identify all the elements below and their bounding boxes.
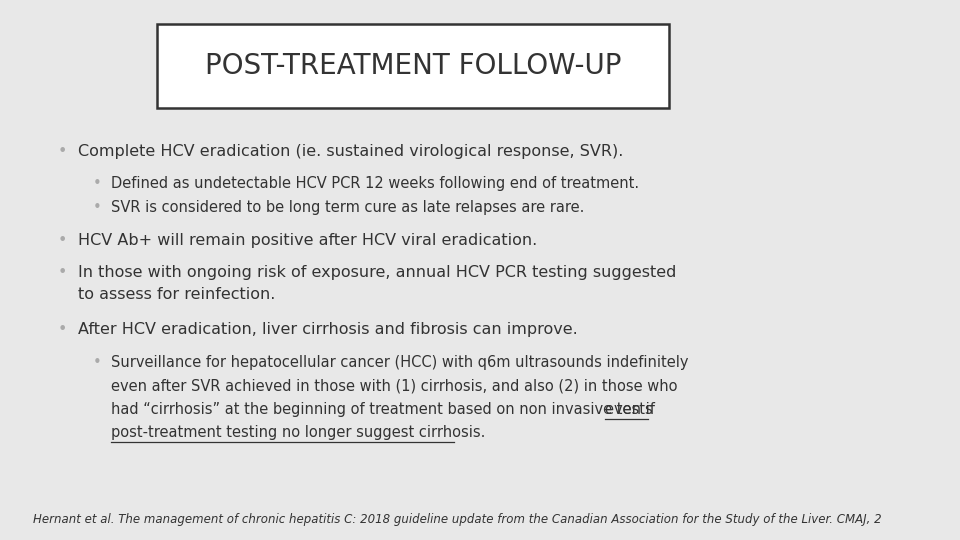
Text: Hernant et al. The management of chronic hepatitis C: 2018 guideline update from: Hernant et al. The management of chronic…: [33, 513, 881, 526]
Text: Complete HCV eradication (ie. sustained virological response, SVR).: Complete HCV eradication (ie. sustained …: [79, 144, 624, 159]
Text: post-treatment testing no longer suggest cirrhosis.: post-treatment testing no longer suggest…: [111, 425, 486, 440]
Text: •: •: [58, 233, 66, 248]
Text: •: •: [93, 200, 102, 215]
FancyBboxPatch shape: [156, 24, 669, 108]
Text: HCV Ab+ will remain positive after HCV viral eradication.: HCV Ab+ will remain positive after HCV v…: [79, 233, 538, 248]
Text: In those with ongoing risk of exposure, annual HCV PCR testing suggested: In those with ongoing risk of exposure, …: [79, 265, 677, 280]
Text: had “cirrhosis” at the beginning of treatment based on non invasive tests: had “cirrhosis” at the beginning of trea…: [111, 402, 658, 417]
Text: SVR is considered to be long term cure as late relapses are rare.: SVR is considered to be long term cure a…: [111, 200, 585, 215]
Text: Surveillance for hepatocellular cancer (HCC) with q6m ultrasounds indefinitely: Surveillance for hepatocellular cancer (…: [111, 355, 689, 370]
Text: even after SVR achieved in those with (1) cirrhosis, and also (2) in those who: even after SVR achieved in those with (1…: [111, 379, 678, 394]
Text: •: •: [93, 176, 102, 191]
Text: POST-TREATMENT FOLLOW-UP: POST-TREATMENT FOLLOW-UP: [204, 52, 621, 80]
Text: Defined as undetectable HCV PCR 12 weeks following end of treatment.: Defined as undetectable HCV PCR 12 weeks…: [111, 176, 639, 191]
Text: •: •: [93, 355, 102, 370]
Text: After HCV eradication, liver cirrhosis and fibrosis can improve.: After HCV eradication, liver cirrhosis a…: [79, 322, 578, 337]
Text: •: •: [58, 265, 66, 280]
Text: •: •: [58, 322, 66, 337]
Text: to assess for reinfection.: to assess for reinfection.: [79, 287, 276, 302]
Text: •: •: [58, 144, 66, 159]
Text: even if: even if: [605, 402, 655, 417]
